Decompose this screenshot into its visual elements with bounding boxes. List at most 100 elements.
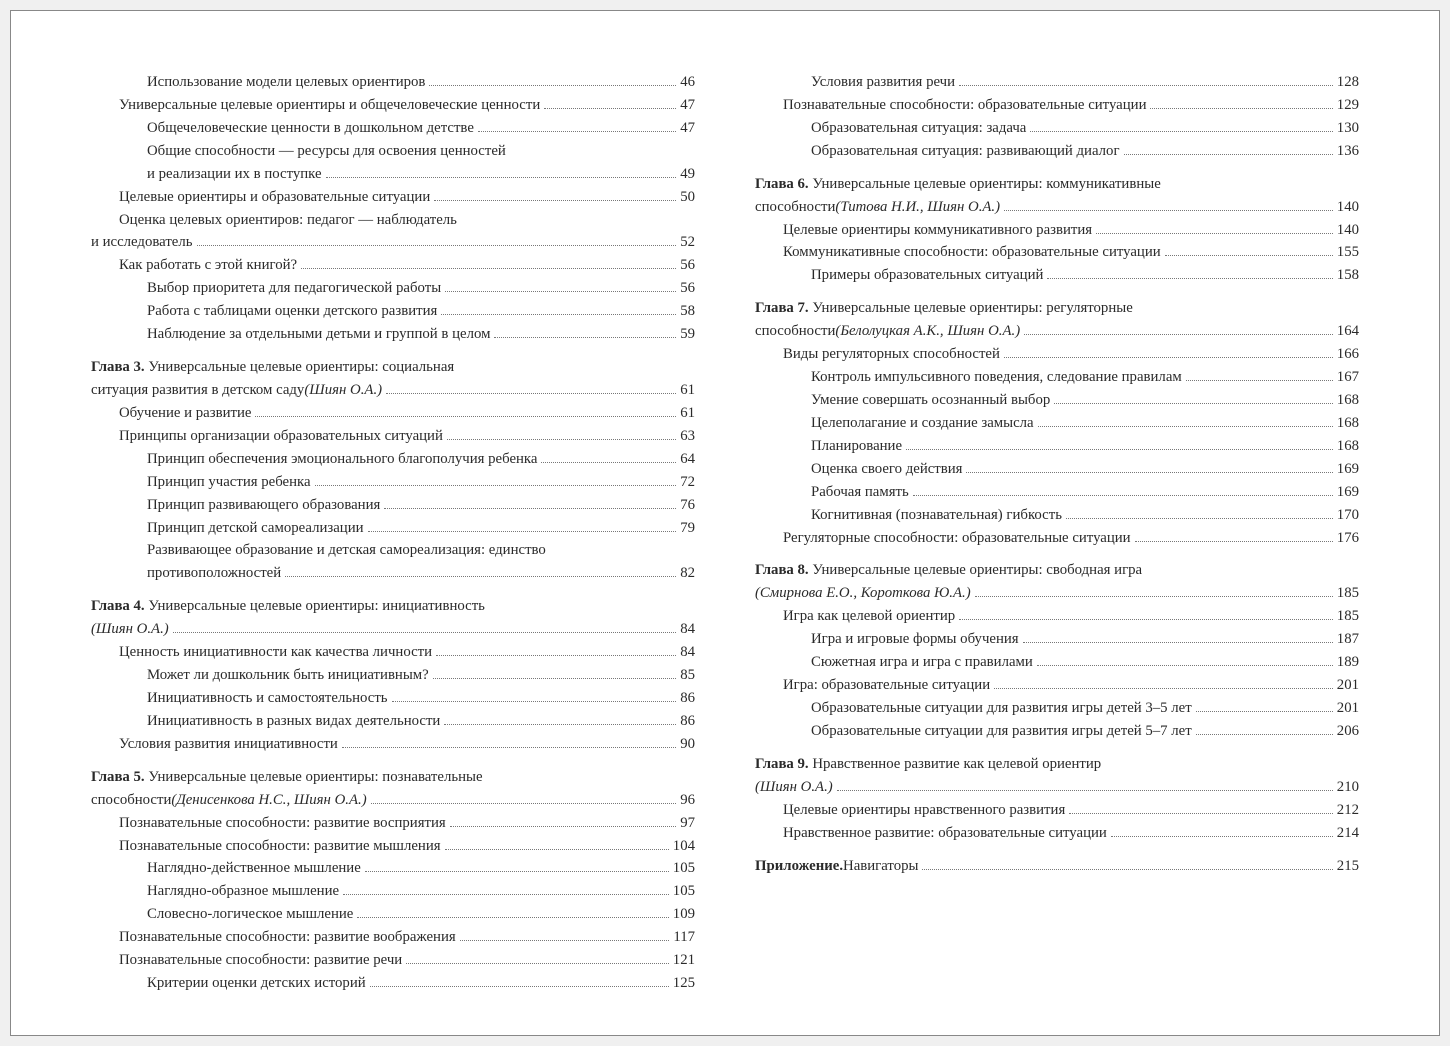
toc-page-number: 85 [680,664,695,687]
toc-leader [906,449,1333,450]
toc-page-number: 76 [680,494,695,517]
toc-page-number: 50 [680,186,695,209]
toc-page-number: 136 [1337,140,1359,163]
toc-page-number: 79 [680,517,695,540]
toc-chapter-authors-line: способности (Денисенкова Н.С., Шиян О.А.… [91,789,695,812]
toc-entry: Принцип участия ребенка72 [91,471,695,494]
toc-entry: Общие способности — ресурсы для освоения… [91,140,695,163]
toc-entry: Виды регуляторных способностей166 [755,343,1359,366]
toc-entry-label: Словесно-логическое мышление [147,903,353,926]
toc-chapter-number: Приложение. [755,855,843,878]
toc-leader [315,485,677,486]
toc-leader [365,871,669,872]
toc-page-number: 129 [1337,94,1359,117]
toc-entry-label: Наглядно-образное мышление [147,880,339,903]
toc-leader [1066,518,1333,519]
toc-leader [1023,642,1333,643]
toc-entry: и исследователь52 [91,231,695,254]
toc-entry-label: Общечеловеческие ценности в дошкольном д… [147,117,474,140]
toc-page-number: 212 [1337,799,1359,822]
toc-entry-label: Нравственное развитие: образовательные с… [783,822,1107,845]
toc-leader [392,701,677,702]
toc-leader [1111,836,1333,837]
toc-page-number: 168 [1337,435,1359,458]
toc-entry: Ценность инициативности как качества лич… [91,641,695,664]
toc-leader [544,108,676,109]
toc-entry-label: Как работать с этой книгой? [119,254,297,277]
toc-leader [1038,426,1333,427]
toc-page-number: 47 [680,117,695,140]
toc-page-number: 47 [680,94,695,117]
toc-leader [386,393,676,394]
toc-entry-label: Контроль импульсивного поведения, следов… [811,366,1182,389]
toc-leader [1024,334,1333,335]
toc-page-number: 215 [1337,855,1359,878]
toc-entry: Познавательные способности: развитие воо… [91,926,695,949]
toc-chapter-number: Глава 3. [91,359,145,375]
toc-entry: Контроль импульсивного поведения, следов… [755,366,1359,389]
toc-leader [494,337,676,338]
toc-entry-label: Оценка своего действия [811,458,962,481]
toc-entry: Нравственное развитие: образовательные с… [755,822,1359,845]
toc-entry-label: Игра как целевой ориентир [783,605,955,628]
toc-page-number: 130 [1337,117,1359,140]
toc-leader [1069,813,1333,814]
toc-entry: Выбор приоритета для педагогической рабо… [91,277,695,300]
toc-chapter-heading: Глава 5. Универсальные целевые ориентиры… [91,766,695,789]
toc-entry: Инициативность в разных видах деятельнос… [91,710,695,733]
toc-entry-label: Игра и игровые формы обучения [811,628,1019,651]
toc-entry: Образовательная ситуация: задача130 [755,117,1359,140]
toc-entry: Принцип обеспечения эмоционального благо… [91,448,695,471]
toc-entry-label: Образовательная ситуация: развивающий ди… [811,140,1120,163]
toc-leader [445,291,676,292]
toc-entry-label: Принципы организации образовательных сит… [119,425,443,448]
toc-entry-label: Использование модели целевых ориентиров [147,71,425,94]
toc-chapter-authors: (Шиян О.А.) [304,379,382,402]
toc-entry-label: Может ли дошкольник быть инициативным? [147,664,429,687]
toc-entry: Образовательные ситуации для развития иг… [755,697,1359,720]
toc-page-number: 214 [1337,822,1359,845]
toc-page-number: 84 [680,641,695,664]
toc-entry: Развивающее образование и детская саморе… [91,539,695,562]
toc-chapter-title: Универсальные целевые ориентиры: регулят… [809,300,1133,316]
toc-leader [368,531,677,532]
toc-page-number: 164 [1337,320,1359,343]
toc-entry: и реализации их в поступке49 [91,163,695,186]
toc-entry-label: Наглядно-действенное мышление [147,857,361,880]
toc-entry: Оценка своего действия169 [755,458,1359,481]
toc-page-number: 168 [1337,412,1359,435]
toc-entry: Критерии оценки детских историй125 [91,972,695,995]
toc-entry-label: Планирование [811,435,902,458]
toc-chapter-number: Глава 8. [755,562,809,578]
toc-entry-label: и реализации их в поступке [147,163,322,186]
toc-entry: Умение совершать осознанный выбор168 [755,389,1359,412]
toc-leader [447,439,676,440]
toc-leader [1165,255,1333,256]
toc-page-number: 166 [1337,343,1359,366]
toc-page-number: 128 [1337,71,1359,94]
toc-entry: Игра: образовательные ситуации201 [755,674,1359,697]
toc-entry-label: Познавательные способности: развитие вос… [119,812,446,835]
toc-page-number: 206 [1337,720,1359,743]
toc-page-number: 63 [680,425,695,448]
toc-entry-label: Сюжетная игра и игра с правилами [811,651,1033,674]
toc-entry-label: Выбор приоритета для педагогической рабо… [147,277,441,300]
toc-leader [1037,665,1333,666]
toc-leader [1135,541,1333,542]
toc-chapter-heading: Приложение. Навигаторы215 [755,855,1359,878]
toc-chapter-authors-line: (Смирнова Е.О., Короткова Ю.А.)185 [755,582,1359,605]
toc-page-number: 61 [680,402,695,425]
page-paper: Использование модели целевых ориентиров 4… [10,10,1440,1036]
toc-page-number: 56 [680,254,695,277]
toc-page-number: 46 [680,71,695,94]
toc-entry-label: Условия развития речи [811,71,955,94]
toc-page-number: 105 [673,857,695,880]
toc-leader [343,894,669,895]
toc-leader [959,619,1333,620]
toc-chapter-number: Глава 6. [755,176,809,192]
toc-leader [326,177,677,178]
toc-leader [478,131,676,132]
toc-page-number: 56 [680,277,695,300]
toc-entry-label: Принцип обеспечения эмоционального благо… [147,448,537,471]
toc-page-number: 86 [680,710,695,733]
